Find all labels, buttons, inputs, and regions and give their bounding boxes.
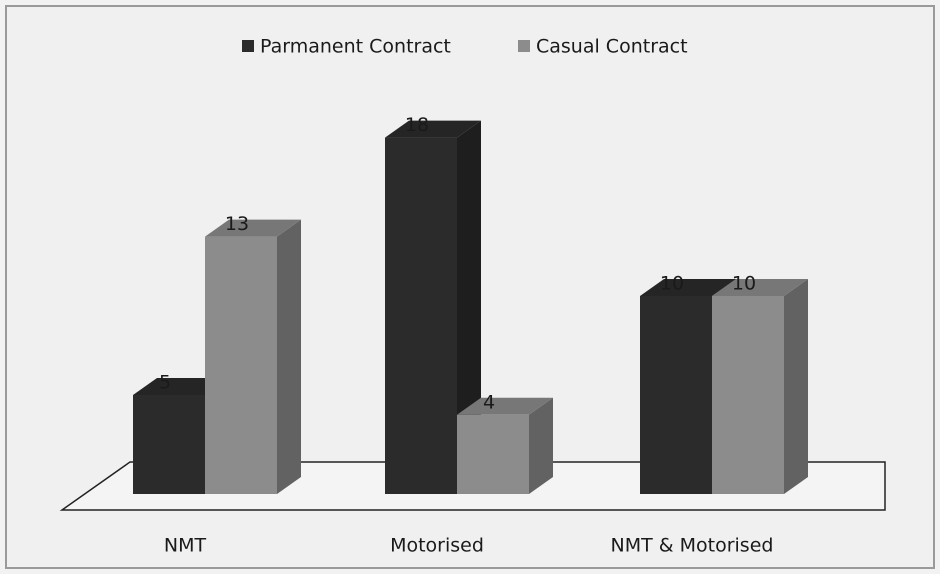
legend-swatch (242, 40, 254, 52)
bar-side (529, 397, 553, 494)
data-label: 10 (660, 273, 684, 295)
x-tick-label: Motorised (390, 535, 484, 557)
bar (712, 296, 784, 494)
legend-swatch (518, 40, 530, 52)
data-label: 4 (483, 391, 495, 413)
bar-top (205, 219, 301, 237)
x-tick-label: NMT & Motorised (611, 535, 774, 557)
bar (457, 414, 529, 494)
bar-top (640, 279, 736, 296)
legend-label: Casual Contract (536, 36, 688, 58)
bar-side (277, 219, 301, 494)
bar (133, 395, 205, 494)
data-label: 13 (225, 213, 249, 235)
bar (205, 236, 277, 494)
bar-top (385, 120, 481, 138)
bar (385, 137, 457, 494)
data-label: 10 (732, 273, 756, 295)
bar-side (457, 120, 481, 494)
data-label: 18 (405, 114, 429, 136)
bar-side (784, 279, 808, 494)
x-tick-label: NMT (164, 535, 207, 557)
data-label: 5 (159, 372, 171, 394)
bar (640, 296, 712, 494)
bar-top (712, 279, 808, 296)
legend-label: Parmanent Contract (260, 36, 451, 58)
bar-top (457, 397, 553, 415)
